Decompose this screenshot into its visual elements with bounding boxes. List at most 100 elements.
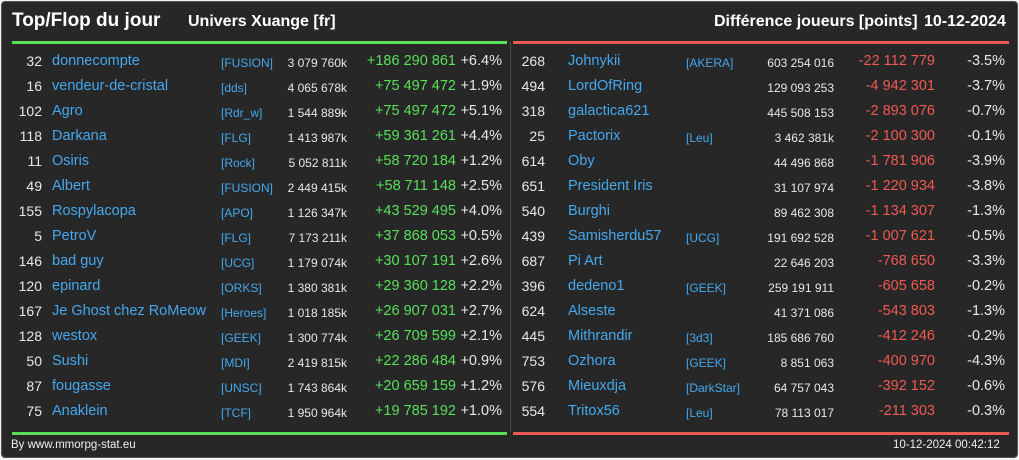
player-name-link[interactable]: PetroV bbox=[52, 228, 97, 244]
player-points: 3 462 381k bbox=[774, 131, 834, 145]
loser-row: 540 Burghi 89 462 308 -1 134 307 -1.3% bbox=[510, 199, 1017, 224]
alliance-tag[interactable]: [GEEK] bbox=[686, 281, 727, 295]
player-name-link[interactable]: Pactorix bbox=[568, 128, 621, 144]
player-rank: 651 bbox=[521, 178, 545, 194]
player-name-link[interactable]: epinard bbox=[52, 278, 101, 294]
alliance-tag[interactable]: [Leu] bbox=[686, 406, 713, 420]
source-credit: By www.mmorpg-stat.eu bbox=[11, 439, 136, 451]
points-change: +22 286 484 bbox=[374, 353, 456, 369]
points-change: -400 970 bbox=[877, 353, 935, 369]
player-name-link[interactable]: LordOfRing bbox=[568, 78, 643, 94]
player-name-link[interactable]: bad guy bbox=[52, 253, 104, 269]
alliance-tag[interactable]: [FLG] bbox=[221, 231, 252, 245]
alliance-tag[interactable]: [Leu] bbox=[686, 131, 713, 145]
alliance-tag[interactable]: [DarkStar] bbox=[686, 381, 741, 395]
points-change: -392 152 bbox=[877, 378, 935, 394]
player-name-link[interactable]: Je Ghost chez RoMeow bbox=[52, 303, 206, 319]
player-name-link[interactable]: Alseste bbox=[568, 303, 616, 319]
player-name-link[interactable]: Sushi bbox=[52, 353, 89, 369]
alliance-tag[interactable]: [TCF] bbox=[221, 406, 251, 420]
alliance-tag[interactable]: [Rock] bbox=[221, 156, 256, 170]
loser-row: 554 Tritox56 [Leu] 78 113 017 -211 303 -0.3% bbox=[510, 399, 1017, 424]
alliance-tag[interactable]: [GEEK] bbox=[221, 331, 262, 345]
alliance-tag[interactable]: [APO] bbox=[221, 206, 254, 220]
player-points: 89 462 308 bbox=[773, 206, 834, 220]
player-name-link[interactable]: Ozhora bbox=[568, 353, 616, 369]
loser-row: 439 Samisherdu57 [UCG] 191 692 528 -1 007 62… bbox=[510, 224, 1017, 249]
player-name-link[interactable]: Rospylacopa bbox=[52, 203, 136, 219]
points-change: -412 246 bbox=[877, 328, 935, 344]
points-change: +43 529 495 bbox=[374, 203, 456, 219]
player-name-link[interactable]: fougasse bbox=[52, 378, 111, 394]
points-change: +30 107 191 bbox=[374, 253, 456, 269]
percent-change: -3.8% bbox=[967, 178, 1005, 194]
alliance-tag[interactable]: [UNSC] bbox=[221, 381, 262, 395]
percent-change: +6.4% bbox=[460, 53, 502, 69]
player-rank: 49 bbox=[26, 178, 42, 194]
alliance-tag[interactable]: [ORKS] bbox=[221, 281, 262, 295]
player-points: 41 371 086 bbox=[773, 306, 834, 320]
alliance-tag[interactable]: [FUSION] bbox=[221, 56, 274, 70]
gainer-row: 155 Rospylacopa [APO] 1 126 347k +43 529 495… bbox=[2, 199, 510, 224]
player-name-link[interactable]: President Iris bbox=[568, 178, 653, 194]
page-title: Top/Flop du jour bbox=[12, 10, 161, 31]
points-change: +58 711 148 bbox=[376, 178, 456, 194]
player-name-link[interactable]: Osiris bbox=[52, 153, 90, 169]
player-points: 64 757 043 bbox=[773, 381, 834, 395]
points-change: +58 720 184 bbox=[374, 153, 456, 169]
player-name-link[interactable]: Darkana bbox=[52, 128, 107, 144]
player-rank: 554 bbox=[521, 403, 545, 419]
player-name-link[interactable]: galactica621 bbox=[568, 103, 650, 119]
player-name-link[interactable]: donnecompte bbox=[52, 53, 140, 69]
alliance-tag[interactable]: [3d3] bbox=[686, 331, 713, 345]
percent-change: +1.2% bbox=[460, 153, 502, 169]
alliance-tag[interactable]: [MDI] bbox=[221, 356, 250, 370]
alliance-tag[interactable]: [UCG] bbox=[686, 231, 720, 245]
player-name-link[interactable]: Anaklein bbox=[52, 403, 108, 419]
gainer-row: 49 Albert [FUSION] 2 449 415k +58 711 148 +2.… bbox=[2, 174, 510, 199]
alliance-tag[interactable]: [Heroes] bbox=[221, 306, 267, 320]
alliance-tag[interactable]: [UCG] bbox=[221, 256, 255, 270]
player-name-link[interactable]: Samisherdu57 bbox=[568, 228, 662, 244]
alliance-tag[interactable]: [FUSION] bbox=[221, 181, 274, 195]
player-name-link[interactable]: Pi Art bbox=[568, 253, 603, 269]
player-points: 2 449 415k bbox=[287, 181, 347, 195]
player-name-link[interactable]: Agro bbox=[52, 103, 83, 119]
percent-change: -3.3% bbox=[967, 253, 1005, 269]
percent-change: +0.9% bbox=[460, 353, 502, 369]
alliance-tag[interactable]: [FLG] bbox=[221, 131, 252, 145]
points-change: -2 893 076 bbox=[865, 103, 935, 119]
player-points: 1 380 381k bbox=[287, 281, 347, 295]
player-points: 4 065 678k bbox=[287, 81, 347, 95]
gainer-row: 75 Anaklein [TCF] 1 950 964k +19 785 192 +1.0… bbox=[2, 399, 510, 424]
gainer-row: 128 westox [GEEK] 1 300 774k +26 709 599 +2.1… bbox=[2, 324, 510, 349]
loser-row: 624 Alseste 41 371 086 -543 803 -1.3% bbox=[510, 299, 1017, 324]
player-rank: 494 bbox=[521, 78, 545, 94]
player-name-link[interactable]: Burghi bbox=[568, 203, 610, 219]
report-date: 10-12-2024 bbox=[924, 13, 1006, 30]
alliance-tag[interactable]: [AKERA] bbox=[686, 56, 734, 70]
points-change: +37 868 053 bbox=[374, 228, 456, 244]
player-name-link[interactable]: Mithrandir bbox=[568, 328, 633, 344]
player-rank: 75 bbox=[26, 403, 42, 419]
gainer-row: 16 vendeur-de-cristal [dds] 4 065 678k +75 4… bbox=[2, 74, 510, 99]
player-name-link[interactable]: Tritox56 bbox=[568, 403, 620, 419]
alliance-tag[interactable]: [Rdr_w] bbox=[221, 106, 263, 120]
player-points: 129 093 253 bbox=[767, 81, 834, 95]
player-name-link[interactable]: vendeur-de-cristal bbox=[52, 78, 169, 94]
loser-row: 614 Oby 44 496 868 -1 781 906 -3.9% bbox=[510, 149, 1017, 174]
points-change: -4 942 301 bbox=[865, 78, 935, 94]
alliance-tag[interactable]: [dds] bbox=[221, 81, 248, 95]
player-name-link[interactable]: Oby bbox=[568, 153, 595, 169]
player-name-link[interactable]: Johnykii bbox=[568, 53, 621, 69]
player-name-link[interactable]: dedeno1 bbox=[568, 278, 625, 294]
player-points: 5 052 811k bbox=[288, 156, 348, 170]
points-change: -1 781 906 bbox=[865, 153, 935, 169]
player-name-link[interactable]: Mieuxdja bbox=[568, 378, 627, 394]
player-name-link[interactable]: westox bbox=[52, 328, 98, 344]
percent-change: -0.1% bbox=[967, 128, 1005, 144]
percent-change: -3.5% bbox=[967, 53, 1005, 69]
player-name-link[interactable]: Albert bbox=[52, 178, 90, 194]
alliance-tag[interactable]: [GEEK] bbox=[686, 356, 727, 370]
gainer-row: 50 Sushi [MDI] 2 419 815k +22 286 484 +0.9% bbox=[2, 349, 510, 374]
